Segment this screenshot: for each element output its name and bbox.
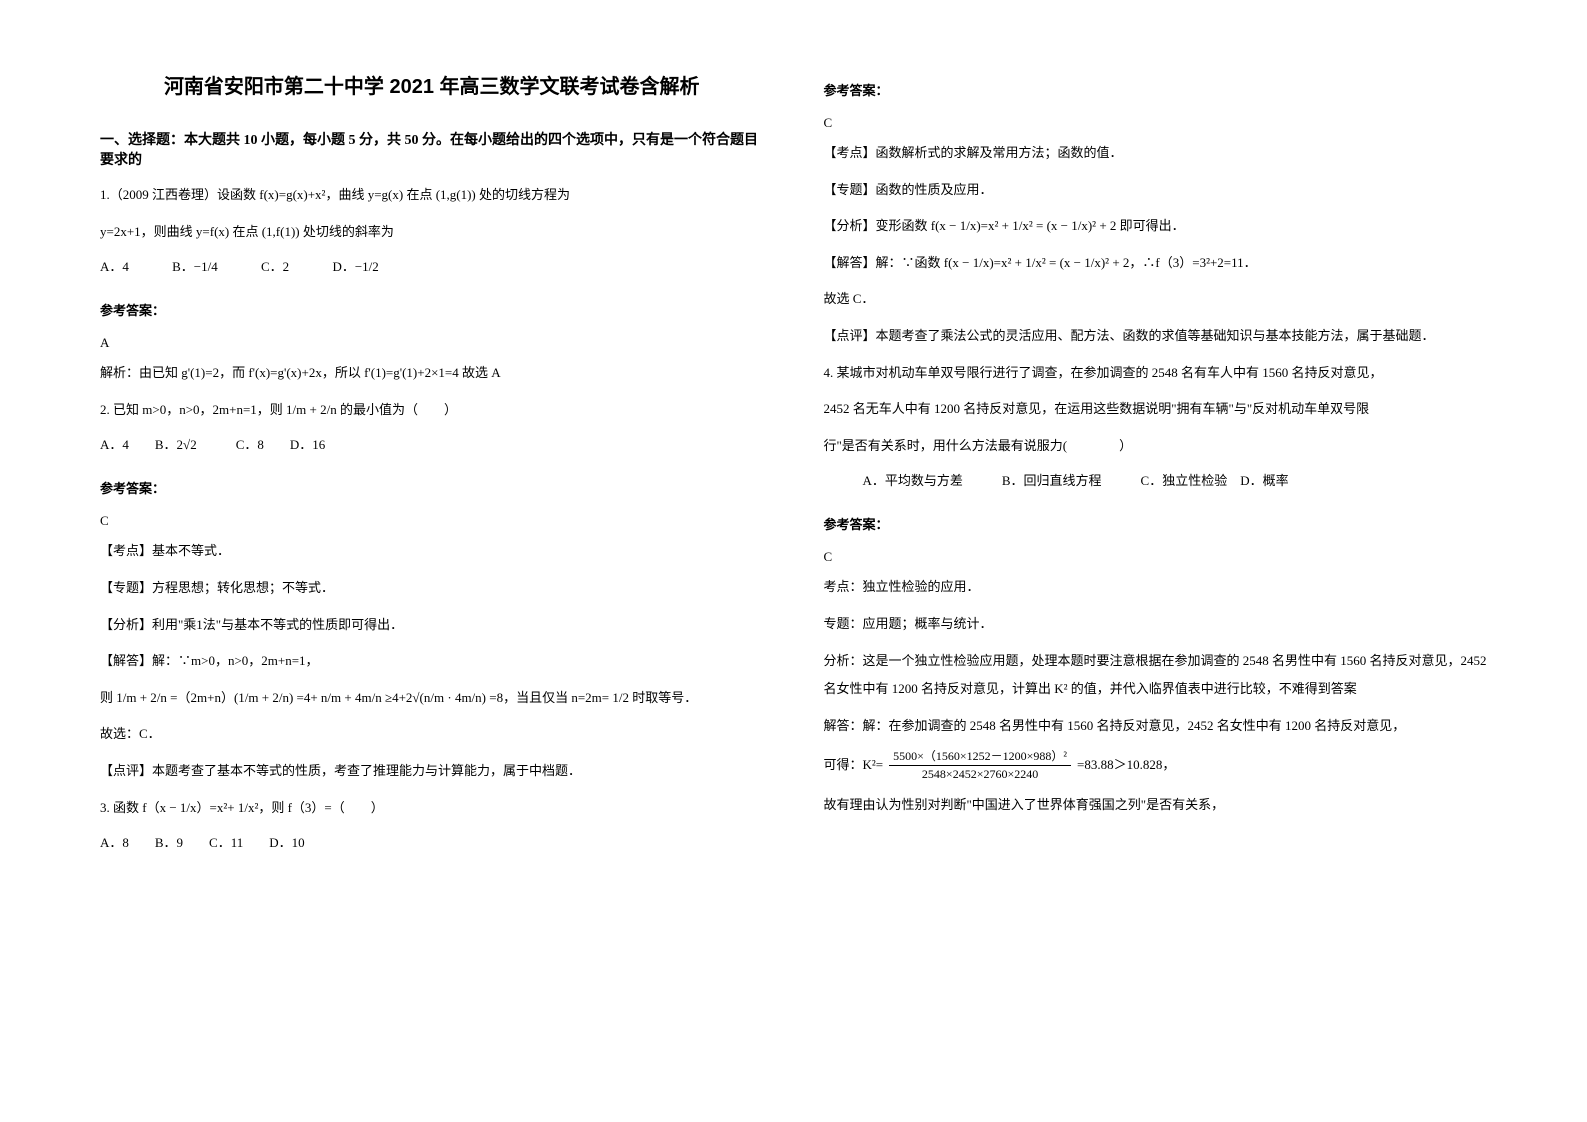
q1-answer-label: 参考答案： [100, 300, 764, 319]
q3-l6: 【点评】本题考查了乘法公式的灵活应用、配方法、函数的求值等基础知识与基本技能方法… [824, 322, 1488, 351]
q4-l4: 解答：解：在参加调查的 2548 名男性中有 1560 名持反对意见，2452 … [824, 712, 1488, 741]
q1-text-1: 1.（2009 江西卷理）设函数 f(x)=g(x)+x²，曲线 y=g(x) … [100, 181, 764, 210]
q4-answer-label: 参考答案： [824, 514, 1488, 533]
right-column: 参考答案： C 【考点】函数解析式的求解及常用方法；函数的值． 【专题】函数的性… [824, 70, 1488, 1082]
q3-options: A．8 B．9 C．11 D．10 [100, 830, 764, 856]
q4-fraction-row: 可得：K²= 5500×（1560×1252－1200×988）² 2548×2… [824, 748, 1488, 783]
q2-l7: 【点评】本题考查了基本不等式的性质，考查了推理能力与计算能力，属于中档题． [100, 757, 764, 786]
q1-opt-d: D．−1/2 [332, 259, 378, 274]
q4-frac-den: 2548×2452×2760×2240 [922, 766, 1038, 783]
q1-opt-c: C．2 [261, 259, 289, 274]
q1-opt-a: A．4 [100, 259, 129, 274]
q4-l3: 分析：这是一个独立性检验应用题，处理本题时要注意根据在参加调查的 2548 名男… [824, 647, 1488, 704]
q3-l3: 【分析】变形函数 f(x − 1/x)=x² + 1/x² = (x − 1/x… [824, 212, 1488, 241]
q2-l4: 【解答】解：∵m>0，n>0，2m+n=1， [100, 647, 764, 676]
q2-l1: 【考点】基本不等式． [100, 537, 764, 566]
q4-text-3: 行"是否有关系时，用什么方法最有说服力( ） [824, 432, 1488, 461]
q4-l5c: 可得：K²= [824, 751, 884, 780]
q4-options: A．平均数与方差 B．回归直线方程 C．独立性检验 D．概率 [824, 468, 1488, 494]
q3-l4: 【解答】解：∵函数 f(x − 1/x)=x² + 1/x² = (x − 1/… [824, 249, 1488, 278]
left-column: 河南省安阳市第二十中学 2021 年高三数学文联考试卷含解析 一、选择题：本大题… [100, 70, 764, 1082]
q4-l1: 考点：独立性检验的应用． [824, 573, 1488, 602]
q4-l2: 专题：应用题；概率与统计． [824, 610, 1488, 639]
q2-options: A．4 B．2√2 C．8 D．16 [100, 432, 764, 458]
q2-answer: C [100, 513, 764, 529]
q1-options: A．4 B．−1/4 C．2 D．−1/2 [100, 254, 764, 280]
q3-l5: 故选 C． [824, 285, 1488, 314]
q3-answer: C [824, 115, 1488, 131]
q4-l5d: =83.88＞10.828， [1077, 751, 1175, 780]
q1-opt-b: B．−1/4 [172, 259, 218, 274]
q2-l5: 则 1/m + 2/n =（2m+n）(1/m + 2/n) =4+ n/m +… [100, 684, 764, 713]
q2-l6: 故选：C． [100, 720, 764, 749]
q3-l1: 【考点】函数解析式的求解及常用方法；函数的值． [824, 139, 1488, 168]
q4-l6: 故有理由认为性别对判断"中国进入了世界体育强国之列"是否有关系， [824, 791, 1488, 820]
document-title: 河南省安阳市第二十中学 2021 年高三数学文联考试卷含解析 [100, 70, 764, 99]
q3-l2: 【专题】函数的性质及应用． [824, 176, 1488, 205]
q4-text-2: 2452 名无车人中有 1200 名持反对意见，在运用这些数据说明"拥有车辆"与… [824, 395, 1488, 424]
q1-explain: 解析：由已知 g'(1)=2，而 f'(x)=g'(x)+2x，所以 f'(1)… [100, 359, 764, 388]
q1-text-2: y=2x+1，则曲线 y=f(x) 在点 (1,f(1)) 处切线的斜率为 [100, 218, 764, 247]
q4-frac-num: 5500×（1560×1252－1200×988）² [889, 748, 1071, 766]
q2-text: 2. 已知 m>0，n>0，2m+n=1，则 1/m + 2/n 的最小值为（ … [100, 396, 764, 425]
q2-l2: 【专题】方程思想；转化思想；不等式． [100, 574, 764, 603]
q3-answer-label: 参考答案： [824, 80, 1488, 99]
section-a-heading: 一、选择题：本大题共 10 小题，每小题 5 分，共 50 分。在每小题给出的四… [100, 129, 764, 169]
q2-answer-label: 参考答案： [100, 478, 764, 497]
q1-answer: A [100, 335, 764, 351]
q3-text: 3. 函数 f（x − 1/x）=x²+ 1/x²，则 f（3）=（ ） [100, 794, 764, 823]
q4-text-1: 4. 某城市对机动车单双号限行进行了调查，在参加调查的 2548 名有车人中有 … [824, 359, 1488, 388]
q4-answer: C [824, 549, 1488, 565]
q2-l3: 【分析】利用"乘1法"与基本不等式的性质即可得出． [100, 611, 764, 640]
